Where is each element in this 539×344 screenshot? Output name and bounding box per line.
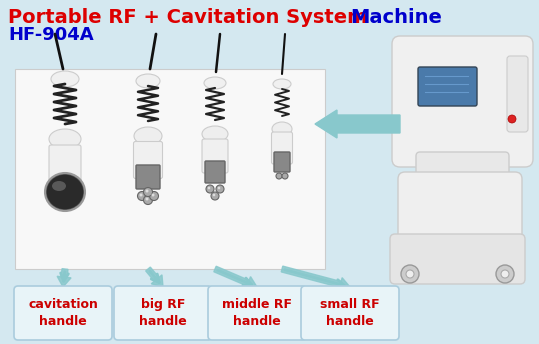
FancyArrow shape	[57, 269, 71, 287]
Text: HF-904A: HF-904A	[8, 26, 94, 44]
Circle shape	[146, 197, 149, 201]
FancyArrow shape	[315, 110, 400, 138]
Ellipse shape	[202, 126, 228, 142]
Circle shape	[143, 187, 153, 196]
FancyBboxPatch shape	[301, 286, 399, 340]
FancyBboxPatch shape	[15, 69, 325, 269]
Circle shape	[208, 187, 210, 189]
FancyBboxPatch shape	[507, 56, 528, 132]
Text: big RF
handle: big RF handle	[139, 298, 187, 328]
Circle shape	[216, 185, 224, 193]
Circle shape	[213, 194, 215, 196]
FancyBboxPatch shape	[392, 36, 533, 167]
FancyBboxPatch shape	[136, 165, 160, 189]
FancyBboxPatch shape	[208, 286, 306, 340]
Text: Portable RF + Cavitation System: Portable RF + Cavitation System	[8, 8, 368, 27]
FancyBboxPatch shape	[205, 161, 225, 183]
FancyBboxPatch shape	[14, 286, 112, 340]
Text: middle RF
handle: middle RF handle	[222, 298, 292, 328]
FancyArrow shape	[214, 266, 257, 290]
FancyBboxPatch shape	[134, 141, 162, 179]
FancyArrow shape	[146, 267, 163, 287]
Ellipse shape	[49, 129, 81, 149]
Circle shape	[282, 173, 288, 179]
Ellipse shape	[134, 127, 162, 145]
Circle shape	[211, 192, 219, 200]
FancyBboxPatch shape	[274, 152, 290, 172]
Ellipse shape	[136, 74, 160, 88]
Ellipse shape	[273, 79, 291, 89]
Circle shape	[140, 193, 142, 196]
FancyBboxPatch shape	[202, 139, 228, 173]
FancyArrow shape	[281, 266, 350, 291]
FancyBboxPatch shape	[390, 234, 525, 284]
Circle shape	[508, 115, 516, 123]
FancyBboxPatch shape	[418, 67, 477, 106]
FancyBboxPatch shape	[398, 172, 522, 251]
Text: Machine: Machine	[350, 8, 442, 27]
Circle shape	[406, 270, 414, 278]
Circle shape	[137, 192, 147, 201]
Circle shape	[276, 173, 282, 179]
Circle shape	[501, 270, 509, 278]
Ellipse shape	[52, 181, 66, 191]
Circle shape	[206, 185, 214, 193]
Circle shape	[146, 190, 149, 193]
Ellipse shape	[272, 122, 292, 136]
Circle shape	[218, 187, 220, 189]
Ellipse shape	[51, 71, 79, 87]
Circle shape	[401, 265, 419, 283]
FancyBboxPatch shape	[272, 132, 293, 164]
FancyBboxPatch shape	[49, 145, 81, 187]
Text: small RF
handle: small RF handle	[320, 298, 380, 328]
Circle shape	[149, 192, 158, 201]
Circle shape	[496, 265, 514, 283]
Circle shape	[143, 195, 153, 204]
FancyBboxPatch shape	[114, 286, 212, 340]
Ellipse shape	[204, 77, 226, 89]
Circle shape	[151, 193, 155, 196]
Ellipse shape	[46, 174, 84, 210]
FancyBboxPatch shape	[416, 152, 509, 188]
Text: cavitation
handle: cavitation handle	[28, 298, 98, 328]
